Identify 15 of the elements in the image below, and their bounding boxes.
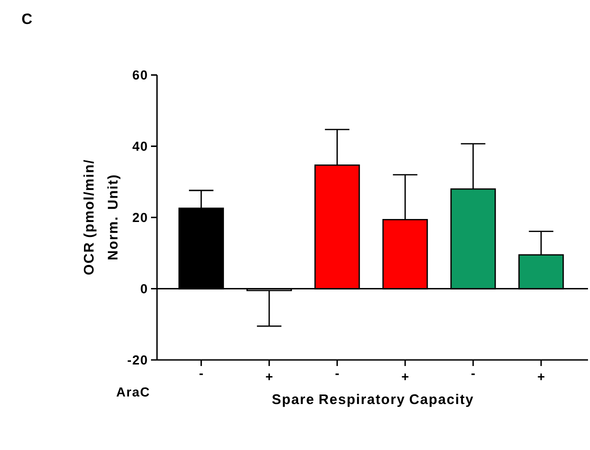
y-tick-label: -20: [128, 355, 147, 365]
x-tick-label: -: [200, 374, 203, 376]
text: AraC: [116, 387, 150, 397]
y-tick-label: 60: [132, 70, 147, 80]
y-tick-label: 0: [140, 284, 147, 294]
x-tick-label: +: [538, 374, 544, 380]
x-tick-label: -: [336, 374, 339, 376]
x-tick-label: -: [471, 374, 475, 376]
x-tick-label: +: [402, 374, 408, 380]
x-tick-label: +: [266, 374, 272, 380]
text: C: [22, 14, 32, 24]
x-axis-title: Spare Respiratory Capacity: [272, 394, 474, 407]
y-axis-title: OCR (pmol/min/ Norm. Unit): [83, 160, 120, 275]
y-tick-label: 40: [132, 142, 147, 151]
y-tick-label: 20: [132, 212, 147, 222]
